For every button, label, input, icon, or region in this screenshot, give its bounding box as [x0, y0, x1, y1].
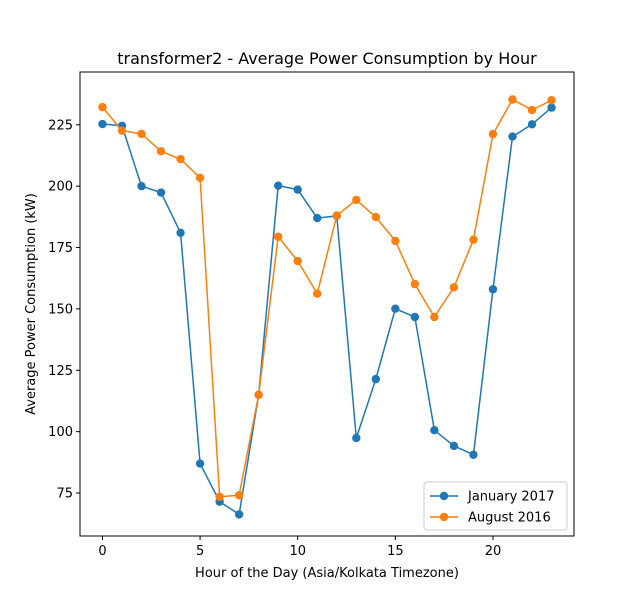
data-point [469, 450, 478, 459]
data-point [371, 374, 381, 384]
plot-area [80, 72, 574, 536]
data-point [137, 181, 146, 191]
data-point [98, 119, 107, 129]
data-point [254, 390, 263, 400]
y-axis-ticks: 75 100 125 150 175 200 225 [48, 118, 80, 502]
data-point [156, 188, 166, 197]
data-point [273, 181, 283, 190]
legend-box [423, 481, 568, 531]
y-tick-label: 125 [48, 364, 73, 379]
series-1 [98, 95, 556, 501]
data-point [527, 120, 537, 129]
y-tick-label: 175 [48, 241, 73, 256]
data-point [156, 147, 166, 156]
data-point [430, 425, 439, 435]
x-tick-label: 15 [387, 544, 404, 559]
data-point [234, 510, 244, 519]
data-point [527, 105, 537, 115]
x-axis-label: Hour of the Day (Asia/Kolkata Timezone) [195, 566, 459, 581]
series-line [102, 107, 553, 516]
x-tick-label: 0 [98, 544, 106, 559]
data-point [449, 283, 459, 292]
data-point [352, 195, 361, 205]
chart-title: transformer2 - Average Power Consumption… [117, 49, 537, 68]
legend: January 2017 August 2016 [423, 481, 568, 531]
data-point [98, 102, 107, 112]
x-axis-ticks: 0 5 10 15 20 [98, 536, 501, 559]
data-point [117, 126, 127, 135]
data-point [234, 491, 244, 500]
y-tick-label: 100 [48, 425, 73, 440]
data-point [313, 213, 322, 223]
data-point [508, 132, 517, 141]
x-tick-label: 5 [196, 544, 204, 559]
data-point [391, 304, 400, 313]
x-tick-label: 20 [485, 544, 502, 559]
y-tick-label: 150 [48, 302, 73, 317]
legend-marker [439, 512, 449, 522]
y-tick-label: 200 [48, 180, 73, 195]
legend-label: August 2016 [468, 511, 551, 526]
data-point [508, 95, 517, 104]
data-point [410, 312, 420, 322]
series-layer [98, 95, 556, 519]
legend-marker [439, 491, 449, 501]
data-point [273, 232, 283, 241]
plot-frame [79, 71, 575, 537]
data-point [449, 441, 459, 451]
data-point [488, 285, 498, 294]
data-point [391, 236, 400, 246]
legend-label: January 2017 [467, 490, 555, 505]
data-point [488, 129, 498, 139]
x-tick-label: 10 [289, 544, 306, 559]
data-point [469, 235, 478, 244]
data-point [430, 312, 439, 322]
data-point [352, 433, 361, 443]
data-point [195, 173, 205, 183]
y-tick-label: 75 [56, 487, 73, 502]
data-point [293, 256, 302, 266]
data-point [176, 228, 185, 238]
data-point [313, 289, 322, 298]
data-point [137, 129, 146, 139]
data-point [176, 154, 185, 164]
data-point [215, 492, 224, 501]
y-axis-label: Average Power Consumption (kW) [24, 193, 39, 415]
data-point [547, 96, 556, 105]
data-point [547, 103, 556, 112]
y-tick-label: 225 [48, 118, 73, 133]
data-point [410, 279, 420, 289]
data-point [371, 212, 381, 222]
data-point [293, 185, 302, 194]
data-point [332, 211, 341, 220]
data-point [195, 459, 205, 468]
